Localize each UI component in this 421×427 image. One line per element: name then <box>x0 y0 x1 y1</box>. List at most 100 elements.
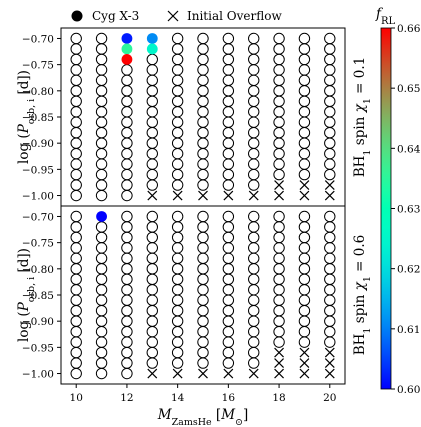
grid-model-marker <box>171 158 184 170</box>
grid-model-marker <box>70 294 82 306</box>
grid-model-marker <box>197 242 209 254</box>
y-tick-label: −0.70 <box>22 211 54 223</box>
panel-top-cygx3-markers <box>121 33 158 65</box>
grid-model-marker <box>121 147 133 160</box>
grid-model-marker <box>121 336 133 348</box>
initial-overflow-marker <box>172 368 183 379</box>
grid-model-marker <box>197 64 209 76</box>
y-tick-label: −0.75 <box>22 238 54 250</box>
panel-bottom-ylabel: log (Porb, i [d]) <box>16 248 37 342</box>
grid-model-marker <box>298 168 311 181</box>
grid-model-marker <box>146 147 158 160</box>
grid-model-marker <box>95 346 108 359</box>
grid-model-marker <box>197 127 209 139</box>
panel-top-label: BH1 spin χ1 = 0.1 <box>352 57 373 178</box>
grid-model-marker <box>70 231 82 244</box>
grid-model-marker <box>222 263 235 275</box>
initial-overflow-marker <box>198 190 208 201</box>
grid-model-marker <box>248 273 260 285</box>
grid-model-marker <box>121 252 133 265</box>
grid-model-marker <box>70 53 82 66</box>
grid-model-marker <box>197 284 209 296</box>
grid-model-marker <box>146 64 158 76</box>
grid-model-marker <box>324 95 336 107</box>
x-tick-label: 14 <box>171 392 185 404</box>
x-axis-label: MZamsHe [M⊙] <box>157 407 249 427</box>
grid-model-marker <box>248 252 260 265</box>
grid-model-marker <box>298 137 311 149</box>
grid-model-marker <box>298 210 311 223</box>
grid-model-marker <box>222 158 235 170</box>
initial-overflow-marker <box>299 368 310 379</box>
colorbar-tick-label: 0.60 <box>397 384 420 396</box>
grid-model-marker <box>171 116 184 128</box>
y-tick-label: −0.95 <box>22 164 54 176</box>
grid-model-marker <box>121 179 133 191</box>
grid-model-marker <box>146 315 158 327</box>
grid-model-marker <box>95 325 108 338</box>
grid-model-marker <box>95 273 108 285</box>
grid-model-marker <box>197 116 209 128</box>
grid-model-marker <box>146 231 158 244</box>
grid-model-marker <box>146 252 158 265</box>
colorbar-tick-label: 0.61 <box>397 324 420 336</box>
grid-model-marker <box>324 168 336 181</box>
grid-model-marker <box>273 336 285 348</box>
grid-model-marker <box>70 32 82 45</box>
grid-model-marker <box>171 221 184 233</box>
grid-model-marker <box>171 263 184 275</box>
grid-model-marker <box>273 53 285 66</box>
y-tick-label: −1.00 <box>22 369 54 381</box>
grid-model-marker <box>273 305 285 317</box>
grid-model-marker <box>171 273 184 285</box>
grid-model-marker <box>121 357 133 369</box>
grid-model-marker <box>222 231 235 244</box>
grid-model-marker <box>121 95 133 107</box>
grid-model-marker <box>121 116 133 128</box>
grid-model-marker <box>121 346 133 359</box>
initial-overflow-marker <box>299 180 310 190</box>
grid-model-marker <box>298 32 311 45</box>
colorbar-ticks: 0.60 0.61 0.62 0.63 0.64 0.65 0.66 <box>391 23 421 396</box>
colorbar-tick-label: 0.63 <box>397 204 420 216</box>
panel-top-ylabel: log (Porb, i [d]) <box>16 70 37 164</box>
legend-overflow-label: Initial Overflow <box>187 9 282 23</box>
grid-model-marker <box>70 158 82 170</box>
grid-model-marker <box>95 158 108 170</box>
grid-model-marker <box>273 294 285 306</box>
grid-model-marker <box>324 137 336 149</box>
grid-model-marker <box>121 64 133 76</box>
grid-model-marker <box>171 53 184 66</box>
grid-model-marker <box>95 315 108 327</box>
grid-model-marker <box>171 325 184 338</box>
grid-model-marker <box>248 168 260 181</box>
grid-model-marker <box>95 168 108 181</box>
initial-overflow-marker <box>324 180 335 190</box>
grid-model-marker <box>197 305 209 317</box>
legend-overflow-marker <box>167 10 179 22</box>
grid-model-marker <box>171 346 184 359</box>
grid-model-marker <box>273 231 285 244</box>
grid-model-marker <box>197 294 209 306</box>
grid-model-marker <box>324 263 336 275</box>
colorbar-tick-label: 0.65 <box>397 83 420 95</box>
grid-model-marker <box>146 158 158 170</box>
grid-model-marker <box>222 95 235 107</box>
grid-model-marker <box>95 231 108 244</box>
grid-model-marker <box>70 179 82 191</box>
grid-model-marker <box>171 106 184 118</box>
grid-model-marker <box>222 273 235 285</box>
grid-model-marker <box>298 158 311 170</box>
cygx3-marker <box>121 33 133 44</box>
grid-model-marker <box>324 106 336 118</box>
grid-model-marker <box>171 43 184 55</box>
grid-model-marker <box>273 95 285 107</box>
grid-model-marker <box>197 346 209 359</box>
grid-model-marker <box>171 242 184 254</box>
grid-model-marker <box>273 43 285 55</box>
grid-model-marker <box>298 95 311 107</box>
grid-model-marker <box>248 294 260 306</box>
grid-model-marker <box>171 294 184 306</box>
grid-model-marker <box>324 294 336 306</box>
